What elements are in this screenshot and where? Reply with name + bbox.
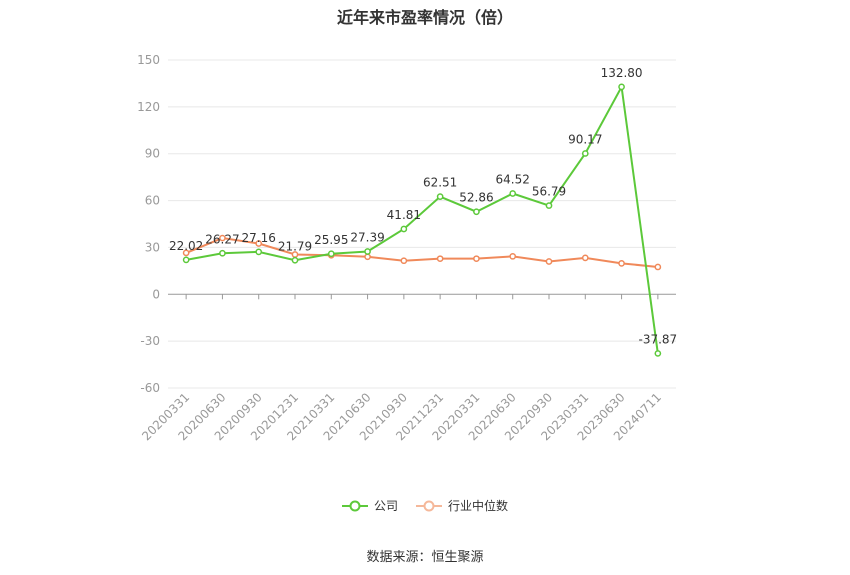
y-tick-label: 60 bbox=[145, 194, 160, 208]
series bbox=[182, 83, 662, 357]
data-point bbox=[473, 255, 480, 263]
data-point bbox=[436, 193, 444, 201]
legend-item-industry-median[interactable]: 行业中位数 bbox=[416, 497, 508, 514]
legend-line-icon bbox=[416, 500, 442, 511]
legend-item-company[interactable]: 公司 bbox=[341, 497, 398, 514]
data-point bbox=[618, 83, 625, 91]
data-label: 21.79 bbox=[278, 239, 312, 253]
data-label: 22.02 bbox=[169, 239, 203, 253]
data-point bbox=[219, 234, 226, 242]
data-point bbox=[400, 257, 408, 265]
data-point bbox=[436, 255, 444, 263]
y-tick-label: 0 bbox=[152, 287, 160, 301]
data-label: 132.80 bbox=[601, 66, 643, 80]
y-tick-label: 120 bbox=[137, 100, 160, 114]
data-point bbox=[618, 260, 625, 267]
data-label: 25.95 bbox=[314, 233, 348, 247]
data-point bbox=[581, 150, 589, 157]
source-note: 数据来源：恒生聚源 bbox=[366, 550, 484, 565]
gridlines bbox=[168, 59, 676, 389]
chart-title: 近年来市盈率情况（倍） bbox=[336, 8, 513, 27]
data-point bbox=[182, 249, 190, 257]
data-label: 62.51 bbox=[423, 176, 457, 190]
data-label: 90.17 bbox=[568, 132, 602, 146]
data-label: 41.81 bbox=[387, 208, 421, 222]
data-point bbox=[545, 258, 553, 265]
data-point bbox=[545, 202, 553, 209]
y-tick-label: 30 bbox=[145, 240, 160, 254]
data-point bbox=[509, 252, 517, 260]
data-point bbox=[364, 253, 371, 261]
data-label: 27.16 bbox=[242, 231, 276, 245]
y-tick-label: 150 bbox=[137, 53, 160, 67]
legend-line-icon bbox=[341, 500, 368, 511]
data-point bbox=[581, 254, 589, 262]
data-point bbox=[509, 190, 517, 197]
data-label: 27.39 bbox=[350, 231, 384, 245]
series-line bbox=[185, 83, 659, 354]
data-point bbox=[364, 248, 371, 255]
data-point bbox=[473, 208, 480, 216]
data-label: 26.27 bbox=[205, 232, 239, 246]
data-point bbox=[255, 240, 263, 247]
series-line bbox=[185, 237, 658, 268]
data-point bbox=[291, 256, 299, 264]
y-tick-label: -60 bbox=[140, 381, 160, 395]
y-tick-label: -30 bbox=[140, 334, 160, 348]
legend-label-industry-median: 行业中位数 bbox=[448, 499, 509, 513]
axes: 1501209060300-30-60202003312020063020200… bbox=[137, 53, 676, 443]
data-point bbox=[400, 225, 408, 233]
legend: 公司 行业中位数 bbox=[0, 497, 850, 514]
data-point bbox=[654, 263, 662, 271]
legend-label-company: 公司 bbox=[373, 499, 398, 513]
data-label: -37.87 bbox=[639, 332, 678, 346]
data-label: 52.86 bbox=[459, 191, 493, 205]
y-tick-label: 90 bbox=[145, 147, 160, 161]
data-point bbox=[327, 250, 335, 258]
data-point bbox=[219, 249, 226, 257]
data-label: 64.52 bbox=[496, 173, 530, 187]
data-point bbox=[654, 350, 662, 357]
data-point bbox=[255, 248, 263, 256]
data-point bbox=[182, 256, 190, 264]
data-label: 56.79 bbox=[532, 185, 566, 199]
